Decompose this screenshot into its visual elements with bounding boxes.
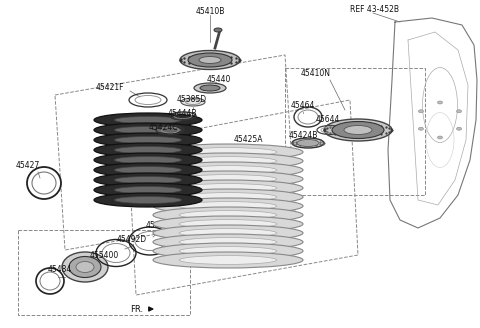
Ellipse shape	[153, 171, 303, 187]
Ellipse shape	[419, 127, 423, 130]
Ellipse shape	[332, 121, 384, 138]
Ellipse shape	[153, 180, 303, 196]
Text: 45644: 45644	[316, 115, 340, 125]
Text: 45427: 45427	[16, 160, 40, 170]
Text: 45410B: 45410B	[195, 8, 225, 16]
Ellipse shape	[115, 167, 181, 174]
Text: 45464: 45464	[291, 101, 315, 111]
Ellipse shape	[179, 256, 277, 264]
Ellipse shape	[456, 127, 462, 130]
Ellipse shape	[179, 220, 277, 228]
Ellipse shape	[94, 153, 202, 167]
Ellipse shape	[199, 56, 221, 64]
Ellipse shape	[200, 85, 220, 91]
Ellipse shape	[76, 261, 94, 273]
Ellipse shape	[180, 51, 240, 70]
Ellipse shape	[292, 138, 324, 148]
Ellipse shape	[153, 216, 303, 232]
Ellipse shape	[153, 198, 303, 214]
Ellipse shape	[179, 156, 277, 165]
Ellipse shape	[188, 53, 232, 67]
Ellipse shape	[324, 119, 392, 141]
Ellipse shape	[179, 237, 277, 246]
Ellipse shape	[94, 163, 202, 177]
Ellipse shape	[153, 252, 303, 268]
Ellipse shape	[179, 247, 277, 256]
Ellipse shape	[115, 116, 181, 124]
Ellipse shape	[94, 123, 202, 137]
Ellipse shape	[69, 256, 101, 277]
Ellipse shape	[179, 184, 277, 193]
Ellipse shape	[94, 173, 202, 187]
Ellipse shape	[153, 189, 303, 205]
Text: 45385D: 45385D	[177, 95, 207, 105]
Ellipse shape	[437, 136, 443, 139]
Ellipse shape	[179, 148, 277, 156]
Ellipse shape	[153, 243, 303, 259]
Text: REF 43-452B: REF 43-452B	[350, 6, 399, 14]
Text: 45424C: 45424C	[148, 122, 178, 132]
Ellipse shape	[94, 183, 202, 197]
Ellipse shape	[179, 229, 277, 237]
Text: 45484: 45484	[48, 265, 72, 275]
Ellipse shape	[179, 166, 277, 174]
Ellipse shape	[179, 193, 277, 201]
Ellipse shape	[437, 101, 443, 104]
Ellipse shape	[115, 127, 181, 133]
Ellipse shape	[94, 113, 202, 127]
Text: 455400: 455400	[89, 251, 119, 259]
Text: 45425A: 45425A	[233, 135, 263, 145]
Ellipse shape	[297, 139, 319, 147]
Ellipse shape	[94, 143, 202, 157]
Text: 45410N: 45410N	[301, 70, 331, 78]
Ellipse shape	[456, 110, 462, 113]
Ellipse shape	[115, 196, 181, 203]
Ellipse shape	[153, 153, 303, 169]
Ellipse shape	[179, 211, 277, 219]
Text: FR.: FR.	[130, 305, 143, 315]
Text: 45440: 45440	[207, 75, 231, 85]
Ellipse shape	[153, 234, 303, 250]
Ellipse shape	[153, 207, 303, 223]
Ellipse shape	[419, 110, 423, 113]
Text: 45492D: 45492D	[117, 236, 147, 244]
Ellipse shape	[94, 133, 202, 147]
Ellipse shape	[115, 147, 181, 154]
Ellipse shape	[179, 202, 277, 210]
Ellipse shape	[153, 225, 303, 241]
Text: 45465A: 45465A	[145, 220, 175, 230]
Ellipse shape	[94, 193, 202, 207]
Ellipse shape	[115, 187, 181, 194]
Ellipse shape	[115, 136, 181, 144]
Ellipse shape	[179, 174, 277, 183]
Ellipse shape	[115, 156, 181, 163]
Ellipse shape	[153, 162, 303, 178]
Ellipse shape	[62, 252, 108, 282]
Ellipse shape	[194, 83, 226, 93]
Ellipse shape	[153, 144, 303, 160]
Ellipse shape	[181, 98, 205, 106]
Text: 45424B: 45424B	[288, 132, 318, 140]
Ellipse shape	[214, 28, 222, 32]
Text: 45444B: 45444B	[167, 110, 197, 118]
Ellipse shape	[115, 176, 181, 183]
Ellipse shape	[344, 126, 372, 134]
Text: 45421F: 45421F	[96, 83, 124, 92]
